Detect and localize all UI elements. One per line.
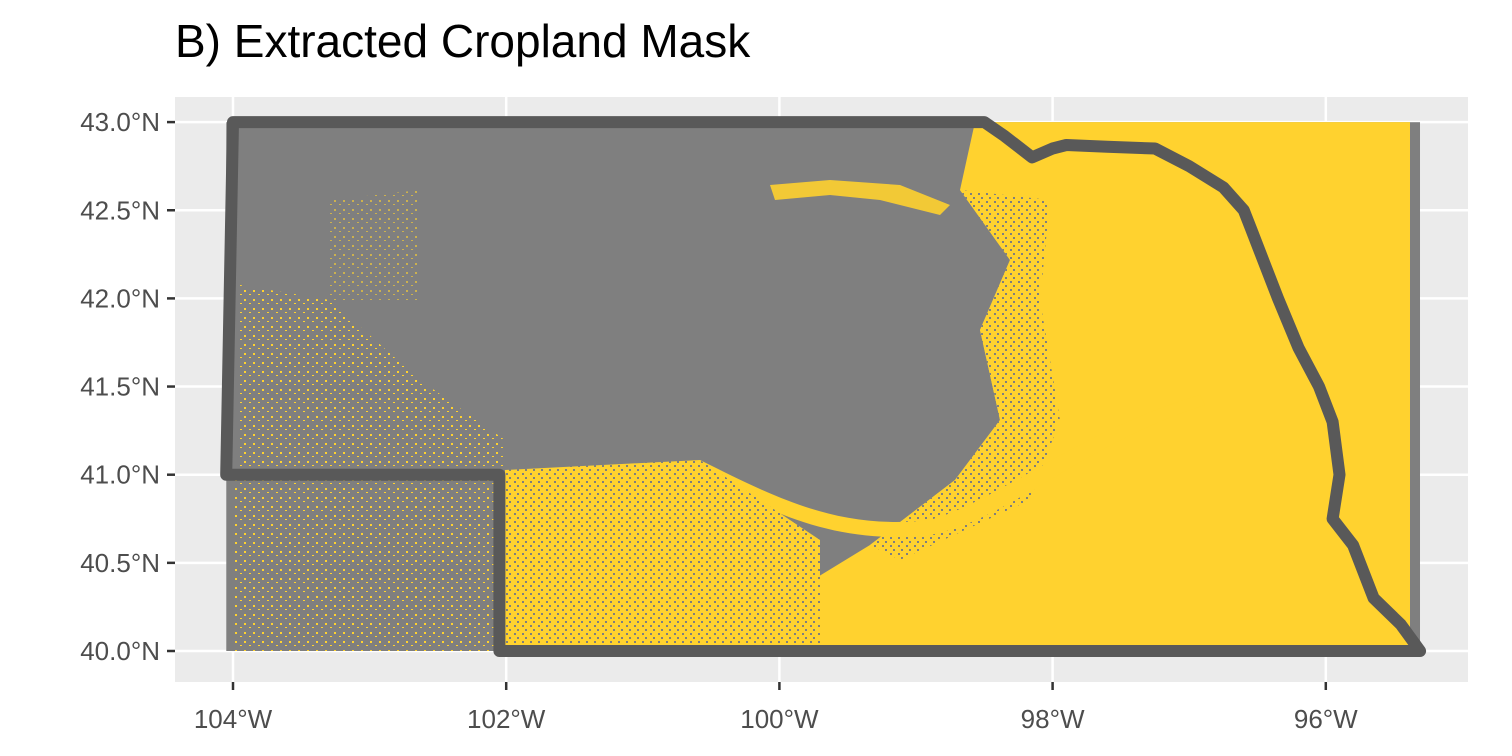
sandhills-speckle bbox=[330, 190, 420, 300]
y-tick-label: 41.0°N bbox=[80, 460, 160, 490]
y-axis: 43.0°N 42.5°N 42.0°N 41.5°N 41.0°N 40.5°N 40.0… bbox=[80, 107, 175, 666]
nebraska-state-border bbox=[220, 116, 1427, 657]
x-axis: 104°W 102°W 100°W 98°W 96°W bbox=[194, 682, 1358, 734]
southwest-cropland bbox=[233, 475, 505, 652]
y-tick-label: 42.0°N bbox=[80, 283, 160, 313]
southcentral-cropland bbox=[505, 460, 820, 652]
y-tick-label: 40.0°N bbox=[80, 636, 160, 666]
panhandle-north-cropland bbox=[240, 285, 505, 470]
north-river-cropland bbox=[770, 180, 950, 215]
y-tick-label: 40.5°N bbox=[80, 548, 160, 578]
cropland-raster bbox=[226, 122, 1421, 652]
cropland-patches bbox=[233, 122, 1410, 652]
y-tick-label: 41.5°N bbox=[80, 372, 160, 402]
cropland-east-texture bbox=[870, 190, 1060, 560]
x-tick-label: 100°W bbox=[740, 704, 819, 734]
x-tick-label: 98°W bbox=[1021, 704, 1085, 734]
map-title: B) Extracted Cropland Mask bbox=[175, 15, 751, 67]
x-tick-label: 102°W bbox=[467, 704, 546, 734]
y-tick-label: 43.0°N bbox=[80, 107, 160, 137]
y-tick-label: 42.5°N bbox=[80, 195, 160, 225]
x-tick-label: 96°W bbox=[1294, 704, 1358, 734]
x-tick-label: 104°W bbox=[194, 704, 273, 734]
